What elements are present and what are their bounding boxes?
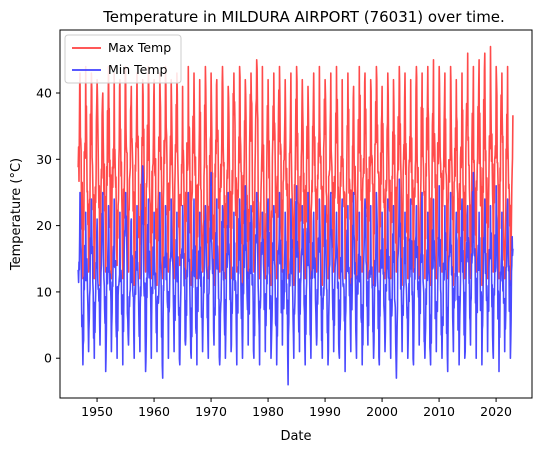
y-tick-label: 20 — [36, 218, 52, 233]
y-tick-label: 0 — [44, 351, 52, 366]
x-tick-label: 2000 — [366, 404, 398, 419]
x-axis-label: Date — [280, 429, 311, 444]
chart-title: Temperature in MILDURA AIRPORT (76031) o… — [102, 8, 505, 26]
series-line-max-temp — [77, 45, 514, 287]
legend-box — [64, 34, 182, 84]
x-tick-label: 1970 — [195, 404, 227, 419]
x-tick-label: 1990 — [309, 404, 341, 419]
x-tick-label: 1960 — [138, 404, 170, 419]
x-tick-label: 1980 — [252, 404, 284, 419]
y-tick-label: 10 — [36, 284, 52, 299]
y-axis: 0 10 20 30 40 — [36, 85, 60, 366]
legend: Max Temp Min Temp — [64, 34, 182, 84]
y-tick-label: 40 — [36, 85, 52, 100]
x-tick-label: 2010 — [423, 404, 455, 419]
plot-frame — [59, 29, 533, 399]
y-axis-label: Temperature (°C) — [9, 158, 24, 271]
x-tick-label: 1950 — [81, 404, 113, 419]
series-line-min-temp — [77, 165, 514, 386]
y-tick-label: 30 — [36, 152, 52, 167]
series-layer — [77, 45, 514, 386]
legend-label-min-temp: Min Temp — [108, 62, 168, 77]
x-tick-label: 2020 — [480, 404, 512, 419]
legend-label-max-temp: Max Temp — [108, 40, 171, 55]
x-axis: 1950 1960 1970 1980 1990 2000 2010 2020 — [81, 398, 512, 419]
